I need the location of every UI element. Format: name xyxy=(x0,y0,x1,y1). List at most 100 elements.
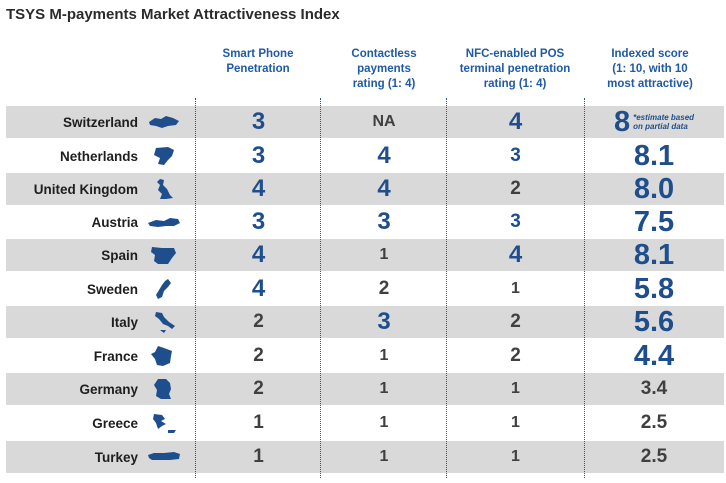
estimate-footnote: *estimate based on partial data xyxy=(633,113,694,131)
switzerland-map-icon xyxy=(149,116,179,128)
table-row: Sweden 4 2 1 5.8 xyxy=(6,273,724,305)
cell-score: 4.4 xyxy=(584,340,724,372)
contactless-value: 4 xyxy=(377,142,391,169)
country-name: Netherlands xyxy=(59,148,138,164)
nfc-value: 4 xyxy=(508,108,523,135)
nfc-value: 4 xyxy=(508,241,523,268)
table-row: Austria 3 3 3 7.5 xyxy=(6,206,724,238)
contactless-value: 1 xyxy=(379,448,389,465)
cell-nfc: 3 xyxy=(447,140,584,172)
score-value: 8.1 xyxy=(633,238,675,271)
cell-smartphone: 4 xyxy=(196,273,321,305)
footnote-line: *estimate based xyxy=(633,113,695,122)
cell-contactless: 1 xyxy=(321,340,447,372)
table-row: Italy 2 3 2 5.6 xyxy=(6,306,724,338)
header-contactless: Contactless payments rating (1: 4) xyxy=(351,48,417,90)
contactless-value: 1 xyxy=(379,246,389,263)
greece-map-icon xyxy=(153,414,176,433)
country-name: France xyxy=(93,348,138,364)
smartphone-value: 2 xyxy=(253,311,264,332)
cell-nfc: 1 xyxy=(447,407,584,439)
header-nfc: NFC-enabled POS terminal penetration rat… xyxy=(459,48,571,90)
score-value: 8.1 xyxy=(633,139,675,172)
table-row: Netherlands 3 4 3 8.1 xyxy=(6,140,724,172)
cell-score: 8 *estimate based on partial data xyxy=(584,106,724,138)
smartphone-value: 1 xyxy=(253,446,264,467)
cell-smartphone: 3 xyxy=(196,140,321,172)
cell-smartphone: 2 xyxy=(196,340,321,372)
column-divider xyxy=(320,98,321,478)
cell-nfc: 1 xyxy=(447,273,584,305)
spain-map-icon xyxy=(151,247,176,264)
contactless-value: NA xyxy=(372,113,396,130)
column-divider xyxy=(195,98,196,478)
smartphone-value: 3 xyxy=(251,142,266,169)
nfc-value: 1 xyxy=(511,380,520,397)
netherlands-map-icon xyxy=(154,147,174,165)
table-row: Greece 1 1 1 2.5 xyxy=(6,407,724,439)
score-value: 5.6 xyxy=(633,305,675,338)
smartphone-value: 2 xyxy=(253,378,264,399)
column-divider xyxy=(584,98,585,478)
cell-contactless: 3 xyxy=(321,306,447,338)
score-value: 5.8 xyxy=(633,272,675,305)
cell-nfc: 4 xyxy=(447,239,584,271)
score-value: 2.5 xyxy=(640,412,668,433)
country-name: United Kingdom xyxy=(33,181,138,197)
smartphone-value: 4 xyxy=(251,241,266,268)
cell-score: 8.1 xyxy=(584,140,724,172)
cell-nfc: 3 xyxy=(447,206,584,238)
table-row: United Kingdom 4 4 2 8.0 xyxy=(6,173,724,205)
smartphone-value: 3 xyxy=(251,108,266,135)
smartphone-value: 1 xyxy=(253,412,264,433)
table-row: France 2 1 2 4.4 xyxy=(6,340,724,372)
cell-smartphone: 2 xyxy=(196,306,321,338)
score-value: 2.5 xyxy=(640,446,668,467)
cell-nfc: 1 xyxy=(447,373,584,405)
country-name: Italy xyxy=(110,314,138,330)
united-kingdom-map-icon xyxy=(157,179,173,199)
table-row: Switzerland 3 NA 4 8 *estimate based on partia… xyxy=(6,106,724,138)
nfc-value: 3 xyxy=(510,145,521,166)
table-row: Germany 2 1 1 3.4 xyxy=(6,373,724,405)
cell-contactless: NA xyxy=(321,106,447,138)
cell-nfc: 1 xyxy=(447,441,584,473)
cell-contactless: 1 xyxy=(321,441,447,473)
cell-score: 8.1 xyxy=(584,239,724,271)
cell-nfc: 2 xyxy=(447,340,584,372)
country-name: Austria xyxy=(91,214,138,230)
country-name: Germany xyxy=(79,381,138,397)
score-value: 3.4 xyxy=(640,378,668,399)
table-row: Turkey 1 1 1 2.5 xyxy=(6,441,724,473)
cell-contactless: 1 xyxy=(321,373,447,405)
page-title: TSYS M-payments Market Attractiveness In… xyxy=(6,6,340,23)
score-value: 4.4 xyxy=(633,339,675,372)
country-name: Sweden xyxy=(86,281,138,297)
country-name: Spain xyxy=(101,247,138,263)
cell-score: 3.4 xyxy=(584,373,724,405)
italy-map-icon xyxy=(155,312,175,333)
cell-contactless: 4 xyxy=(321,140,447,172)
contactless-value: 3 xyxy=(377,308,391,335)
cell-contactless: 2 xyxy=(321,273,447,305)
nfc-value: 3 xyxy=(510,211,521,232)
score-value: 8.0 xyxy=(633,172,675,205)
nfc-value: 1 xyxy=(511,414,520,431)
smartphone-value: 4 xyxy=(251,275,266,302)
table-row: Spain 4 1 4 8.1 xyxy=(6,239,724,271)
austria-map-icon xyxy=(148,218,180,227)
nfc-value: 2 xyxy=(510,345,521,366)
turkey-map-icon xyxy=(148,452,180,460)
cell-smartphone: 4 xyxy=(196,239,321,271)
cell-score: 5.8 xyxy=(584,273,724,305)
contactless-value: 1 xyxy=(379,347,389,364)
smartphone-value: 4 xyxy=(251,175,266,202)
nfc-value: 2 xyxy=(510,311,521,332)
cell-score: 5.6 xyxy=(584,306,724,338)
cell-score: 2.5 xyxy=(584,407,724,439)
cell-score: 8.0 xyxy=(584,173,724,205)
nfc-value: 1 xyxy=(511,448,520,465)
smartphone-value: 2 xyxy=(253,345,264,366)
nfc-value: 2 xyxy=(510,178,521,199)
column-divider xyxy=(446,98,447,478)
